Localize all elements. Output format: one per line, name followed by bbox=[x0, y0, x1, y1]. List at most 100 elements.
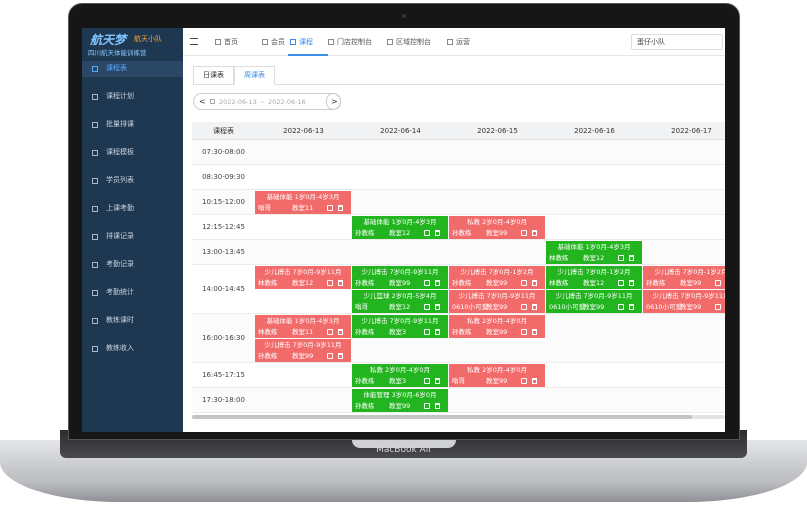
course-card[interactable]: 少儿搏击 7岁0月-9岁11月 孙教练 教室99 bbox=[255, 339, 351, 362]
coach: 孙教练 bbox=[355, 402, 375, 410]
nav-item[interactable]: 课程 bbox=[299, 38, 313, 46]
edit-icon[interactable] bbox=[521, 329, 527, 335]
course-card[interactable]: 少儿搏击 7岁0月-9岁11月 林教练 教室12 bbox=[255, 266, 351, 289]
next-label[interactable]: > bbox=[331, 97, 338, 106]
h-scroll-thumb[interactable] bbox=[192, 415, 692, 419]
nav-item[interactable]: 运营 bbox=[456, 38, 470, 46]
course-card[interactable]: 少儿篮球 2岁0月-5岁4月 嗡哥 教室12 bbox=[352, 290, 448, 313]
delete-icon[interactable] bbox=[532, 230, 537, 236]
course-card[interactable]: 私教 2岁0月-4岁0月 孙教练 教室3 bbox=[352, 364, 448, 387]
menu-item[interactable]: 批量排课 bbox=[106, 120, 134, 128]
course-card[interactable]: 私教 2岁0月-4岁0月 孙教练 教室99 bbox=[449, 315, 545, 338]
menu-item-bg[interactable] bbox=[82, 61, 183, 77]
edit-icon[interactable] bbox=[327, 353, 333, 359]
edit-icon[interactable] bbox=[424, 329, 430, 335]
edit-icon[interactable] bbox=[618, 280, 624, 286]
menu-icon bbox=[92, 318, 98, 324]
menu-item[interactable]: 课程计划 bbox=[106, 92, 134, 100]
course-card[interactable]: 少儿搏击 7岁0月-9岁11月 孙教练 教室3 bbox=[352, 315, 448, 338]
next-button[interactable] bbox=[326, 93, 341, 110]
tab[interactable] bbox=[193, 66, 234, 85]
menu-item[interactable]: 排课记录 bbox=[106, 232, 134, 240]
edit-icon[interactable] bbox=[424, 230, 430, 236]
course-card[interactable]: 基础体能 1岁0月-4岁3月 嗡哥 教室11 bbox=[255, 191, 351, 214]
edit-icon[interactable] bbox=[521, 230, 527, 236]
course-card[interactable]: 体能管理 3岁0月-6岁0月 孙教练 教室99 bbox=[352, 389, 448, 412]
menu-item[interactable]: 课程表 bbox=[106, 64, 127, 72]
delete-icon[interactable] bbox=[532, 329, 537, 335]
course-card[interactable]: 私教 2岁0月-4岁0月 嗡哥 教室99 bbox=[449, 364, 545, 387]
course-card[interactable]: 少儿搏击 7岁0月-9岁11月 0610小可爱 教室99 bbox=[449, 290, 545, 313]
edit-icon[interactable] bbox=[424, 304, 430, 310]
edit-icon[interactable] bbox=[327, 280, 333, 286]
edit-icon[interactable] bbox=[715, 304, 721, 310]
edit-icon[interactable] bbox=[521, 304, 527, 310]
menu-item[interactable]: 课程模板 bbox=[106, 148, 134, 156]
nav-icon bbox=[387, 39, 393, 45]
menu-item[interactable]: 上课考勤 bbox=[106, 204, 134, 212]
edit-icon[interactable] bbox=[715, 280, 721, 286]
course-card[interactable]: 少儿搏击 7岁0月-9岁11月 0610小可爱 教室99 bbox=[643, 290, 725, 313]
coach: 林教练 bbox=[258, 328, 278, 336]
course-title: 少儿搏击 7岁0月-9岁11月 bbox=[555, 292, 633, 300]
edit-icon[interactable] bbox=[424, 378, 430, 384]
delete-icon[interactable] bbox=[338, 329, 343, 335]
edit-icon[interactable] bbox=[424, 280, 430, 286]
edit-icon[interactable] bbox=[618, 255, 624, 261]
menu-icon bbox=[92, 150, 98, 156]
delete-icon[interactable] bbox=[532, 280, 537, 286]
course-card[interactable]: 基础体能 1岁0月-4岁3月 孙教练 教室12 bbox=[352, 216, 448, 239]
coach: 0610小可爱 bbox=[646, 303, 683, 311]
delete-icon[interactable] bbox=[338, 353, 343, 359]
course-title: 私教 2岁0月-4岁0月 bbox=[467, 218, 527, 226]
course-card[interactable]: 基础体能 1岁0月-4岁3月 林教练 教室12 bbox=[546, 241, 642, 264]
course-card[interactable]: 私教 2岁0月-4岁0月 孙教练 教室99 bbox=[449, 216, 545, 239]
delete-icon[interactable] bbox=[435, 329, 440, 335]
course-card[interactable]: 少儿搏击 7岁0月-9岁11月 孙教练 教室99 bbox=[352, 266, 448, 289]
delete-icon[interactable] bbox=[435, 378, 440, 384]
edit-icon[interactable] bbox=[521, 280, 527, 286]
edit-icon[interactable] bbox=[424, 403, 430, 409]
delete-icon[interactable] bbox=[629, 280, 634, 286]
coach: 孙教练 bbox=[355, 328, 375, 336]
tab-label[interactable]: 周课表 bbox=[244, 71, 265, 79]
edit-icon[interactable] bbox=[521, 378, 527, 384]
nav-item[interactable]: 会员 bbox=[271, 38, 285, 46]
room: 教室99 bbox=[680, 279, 702, 287]
menu-item[interactable]: 考勤记录 bbox=[106, 260, 134, 268]
date-start[interactable]: 2022-06-13 bbox=[219, 98, 257, 106]
delete-icon[interactable] bbox=[338, 280, 343, 286]
store-select[interactable] bbox=[631, 34, 723, 50]
delete-icon[interactable] bbox=[435, 230, 440, 236]
delete-icon[interactable] bbox=[532, 304, 537, 310]
menu-toggle[interactable] bbox=[190, 38, 198, 45]
course-card[interactable]: 少儿搏击 7岁0月-1岁2月 林教练 教室12 bbox=[546, 266, 642, 289]
delete-icon[interactable] bbox=[338, 205, 343, 211]
nav-item[interactable]: 区域控制台 bbox=[396, 38, 431, 46]
delete-icon[interactable] bbox=[629, 304, 634, 310]
course-title: 少儿搏击 7岁0月-9岁11月 bbox=[264, 341, 342, 349]
nav-item[interactable]: 首页 bbox=[224, 38, 238, 46]
delete-icon[interactable] bbox=[629, 255, 634, 261]
edit-icon[interactable] bbox=[618, 304, 624, 310]
delete-icon[interactable] bbox=[532, 378, 537, 384]
edit-icon[interactable] bbox=[327, 205, 333, 211]
course-card[interactable]: 少儿搏击 7岁0月-1岁2月 孙教练 教室99 bbox=[643, 266, 725, 289]
menu-item[interactable]: 考勤统计 bbox=[106, 288, 134, 296]
course-card[interactable]: 少儿搏击 7岁0月-9岁11月 0610小可爱 教室99 bbox=[546, 290, 642, 313]
tab[interactable] bbox=[234, 66, 275, 85]
course-card[interactable]: 基础体能 1岁0月-4岁3月 林教练 教室11 bbox=[255, 315, 351, 338]
delete-icon[interactable] bbox=[435, 403, 440, 409]
menu-item[interactable]: 教练收入 bbox=[106, 344, 134, 352]
course-card[interactable]: 少儿搏击 7岁0月-1岁2月 孙教练 教室99 bbox=[449, 266, 545, 289]
menu-item[interactable]: 学员列表 bbox=[106, 176, 134, 184]
menu-item[interactable]: 教练课时 bbox=[106, 316, 134, 324]
nav-item[interactable]: 门店控制台 bbox=[337, 38, 372, 46]
delete-icon[interactable] bbox=[435, 304, 440, 310]
edit-icon[interactable] bbox=[327, 329, 333, 335]
prev-button[interactable]: < bbox=[199, 97, 206, 106]
delete-icon[interactable] bbox=[435, 280, 440, 286]
tab-label[interactable]: 日课表 bbox=[203, 71, 224, 79]
date-end[interactable]: 2022-06-16 bbox=[268, 98, 306, 106]
coach: 林教练 bbox=[258, 279, 278, 287]
